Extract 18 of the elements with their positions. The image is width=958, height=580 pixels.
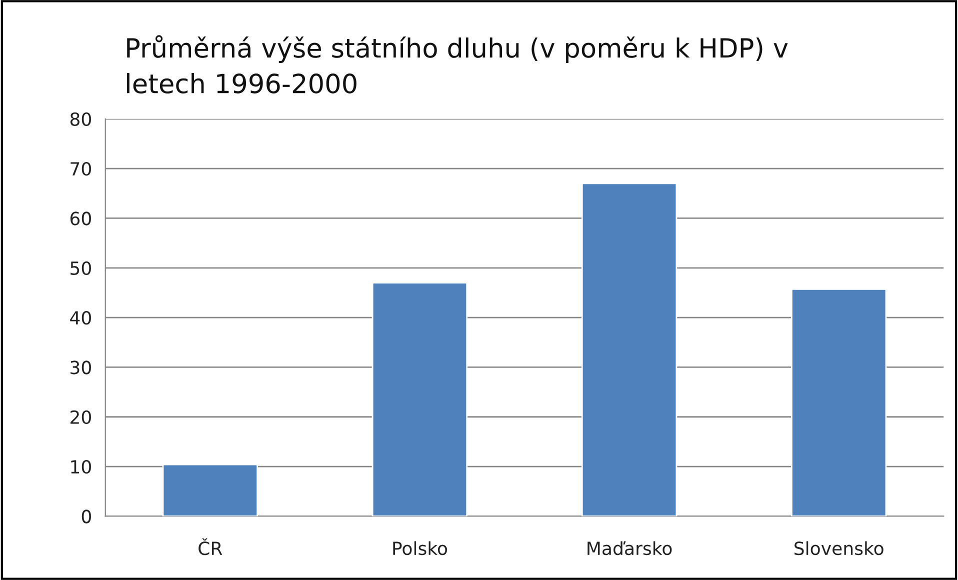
bar — [372, 282, 468, 516]
y-tick-label: 20 — [70, 410, 91, 424]
y-tick-label: 40 — [70, 311, 91, 325]
x-tick-label: ČR — [198, 538, 222, 556]
y-tick-label: 10 — [71, 460, 91, 474]
y-tick-label: 60 — [70, 212, 91, 226]
y-tick-label: 0 — [82, 510, 91, 524]
bar — [162, 464, 258, 516]
x-tick-label: Maďarsko — [588, 541, 672, 556]
chart-title: Průměrná výše státního dluhu (v poměru k HDP) v letech 1996-2000 — [127, 35, 788, 94]
bar — [581, 182, 678, 516]
x-tick-label: Polsko — [393, 541, 448, 556]
y-tick-label: 50 — [70, 261, 91, 276]
y-tick-label: 80 — [70, 112, 91, 126]
y-tick-label: 30 — [70, 360, 91, 374]
bar — [791, 288, 887, 516]
y-tick-label: 70 — [70, 162, 91, 176]
x-tick-label: Slovensko — [794, 541, 884, 556]
